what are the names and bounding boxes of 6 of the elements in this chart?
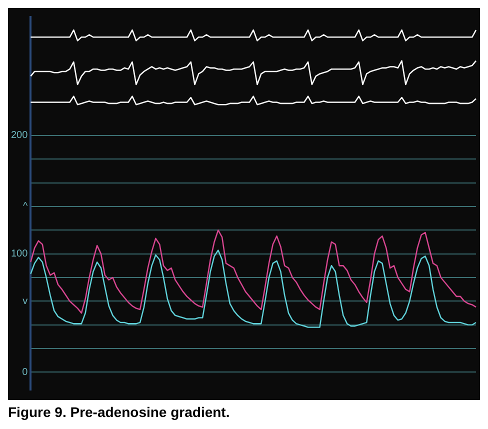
y-tick-label: 0 xyxy=(22,366,28,378)
y-tick-label: 200 xyxy=(10,130,28,142)
y-tick-label: 100 xyxy=(10,248,28,260)
y-tick-label: v xyxy=(22,296,28,307)
caption: Figure 9. Pre-adenosine gradient. xyxy=(8,404,231,420)
y-tick-label: ^ xyxy=(22,201,28,212)
